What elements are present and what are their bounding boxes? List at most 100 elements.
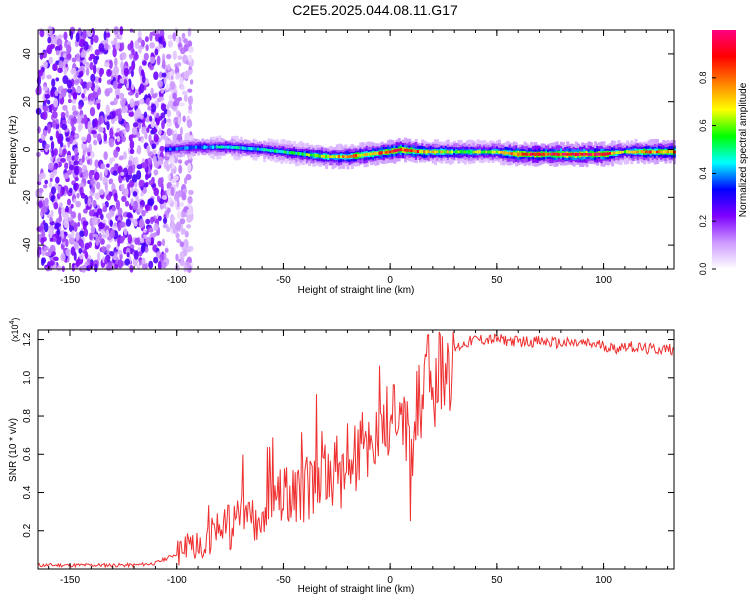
spectrogram-ridge-cell xyxy=(453,150,457,154)
spectrogram-ridge-cell xyxy=(491,150,495,154)
spectrogram-noise-cell xyxy=(140,138,144,143)
spectrogram-noise-cell xyxy=(91,216,98,226)
spectrogram-ridge-cell xyxy=(463,150,467,154)
spectrogram-noise-cell xyxy=(53,148,58,156)
spectrogram-noise-cell xyxy=(158,36,163,44)
spectrogram-noise-cell xyxy=(103,132,108,142)
spectrogram-noise-cell xyxy=(52,169,58,176)
spectrogram-noise-cell xyxy=(175,233,180,238)
spectrogram-noise-cell xyxy=(76,53,81,62)
spectrogram-ridge-cell xyxy=(594,152,598,157)
spectrogram-ridge-cell xyxy=(320,154,324,158)
spectrogram-ridge-cell xyxy=(305,153,309,156)
spectrogram-ridge-cell xyxy=(290,151,294,155)
spectrogram-ridge-cell xyxy=(478,150,482,154)
spectrogram-noise-cell xyxy=(134,40,140,50)
spectrogram-noise-cell xyxy=(148,180,154,186)
spectrogram-noise-cell xyxy=(162,217,168,225)
spectrogram-noise-cell xyxy=(142,161,148,169)
spectrogram-noise-cell xyxy=(164,248,169,253)
spectrogram-noise-cell xyxy=(181,32,186,39)
spectrogram-noise-cell xyxy=(104,182,108,192)
spectrogram-noise-cell xyxy=(157,80,164,88)
spectrogram-noise-cell xyxy=(176,211,182,219)
spectrogram-noise-cell xyxy=(146,127,150,134)
spectrogram-noise-cell xyxy=(176,61,182,67)
spectrogram-noise-cell xyxy=(57,67,63,74)
spectrogram-x-tick-label: 100 xyxy=(595,275,612,286)
spectrogram-ridge-cell xyxy=(457,150,461,154)
spectrogram-ridge-cell xyxy=(508,151,512,155)
spectrogram-noise-cell xyxy=(62,104,68,111)
spectrogram-noise-cell xyxy=(50,195,55,203)
spectrogram-ridge-cell xyxy=(361,153,365,157)
spectrogram-noise-cell xyxy=(112,170,118,176)
spectrogram-noise-cell xyxy=(73,241,79,249)
spectrogram-noise-cell xyxy=(65,238,69,248)
spectrogram-noise-cell xyxy=(133,219,138,227)
spectrogram-ridge-cell xyxy=(295,151,299,155)
spectrogram-noise-cell xyxy=(181,192,187,201)
spectrogram-ridge-cell xyxy=(429,150,433,154)
spectrogram-noise-cell xyxy=(126,212,133,219)
spectrogram-ridge-cell xyxy=(288,151,292,155)
spectrogram-noise-cell xyxy=(97,208,103,215)
spectrogram-noise-cell xyxy=(161,72,167,78)
spectrogram-noise-cell xyxy=(153,204,158,211)
spectrogram-noise-cell xyxy=(131,48,135,56)
spectrogram-noise-cell xyxy=(158,156,164,166)
spectrogram-noise-cell xyxy=(82,29,87,39)
spectrogram-noise-cell xyxy=(92,199,97,208)
spectrogram-noise-cell xyxy=(148,198,155,206)
spectrogram-noise-cell xyxy=(153,223,159,232)
spectrogram-noise-cell xyxy=(55,77,60,82)
spectrogram-noise-cell xyxy=(153,187,160,197)
spectrogram-noise-cell xyxy=(105,212,112,220)
spectrogram-noise-cell xyxy=(94,49,101,56)
spectrogram-noise-cell xyxy=(170,186,175,197)
spectrogram-noise-cell xyxy=(180,211,187,218)
spectrogram-ridge-cell xyxy=(376,151,380,155)
spectrogram-noise-cell xyxy=(143,228,147,233)
spectrogram-ridge-cell xyxy=(606,152,610,156)
spectrogram-ridge-cell xyxy=(632,150,636,154)
spectrogram-noise-cell xyxy=(72,111,79,116)
spectrogram-ridge-cell xyxy=(220,145,224,149)
spectrogram-ridge-cell xyxy=(325,155,329,159)
spectrogram-noise-cell xyxy=(153,133,159,143)
spectrogram-noise-cell xyxy=(166,53,172,60)
spectrogram-noise-cell xyxy=(90,225,96,234)
spectrogram-noise-cell xyxy=(173,175,179,181)
spectrogram-ridge-cell xyxy=(254,147,258,151)
snr-panel: -150 -100 -50 0 50 100 0.2 0.4 0.6 0.8 1.0 1.2 Hei… xyxy=(8,318,675,595)
spectrogram-noise-cell xyxy=(90,36,94,45)
spectrogram-noise-cell xyxy=(129,148,135,155)
snr-y-tick-label: 0.8 xyxy=(22,409,33,423)
spectrogram-noise-cell xyxy=(73,198,77,204)
spectrogram-noise-cell xyxy=(182,115,186,123)
spectrogram-noise-cell xyxy=(70,203,74,209)
spectrogram-noise-cell xyxy=(105,229,110,239)
snr-x-tick-label: -150 xyxy=(60,575,80,586)
spectrogram-noise-cell xyxy=(82,220,87,231)
spectrogram-ridge-cell xyxy=(425,150,429,154)
spectrogram-ridge-cell xyxy=(502,151,506,155)
spectrogram-noise-cell xyxy=(76,192,80,199)
spectrogram-ridge-cell xyxy=(293,151,297,155)
spectrogram-noise-cell xyxy=(36,248,41,259)
spectrogram-ridge-cell xyxy=(177,147,181,150)
spectrogram-noise-cell xyxy=(136,118,143,123)
spectrogram-noise-cell xyxy=(107,261,113,271)
spectrogram-noise-cell xyxy=(139,179,145,187)
spectrogram-noise-cell xyxy=(113,163,119,173)
spectrogram-noise-cell xyxy=(77,114,82,124)
spectrogram-noise-cell xyxy=(92,118,96,129)
spectrogram-x-axis: -150 -100 -50 0 50 100 xyxy=(48,30,669,286)
spectrogram-noise-cell xyxy=(50,140,55,151)
spectrogram-noise-cell xyxy=(66,198,72,206)
spectrogram-noise-cell xyxy=(90,150,95,159)
spectrogram-noise-cell xyxy=(90,180,96,185)
spectrogram-ridge-cell xyxy=(598,152,602,156)
spectrogram-noise-cell xyxy=(132,122,139,128)
spectrogram-ridge-cell xyxy=(231,145,235,149)
